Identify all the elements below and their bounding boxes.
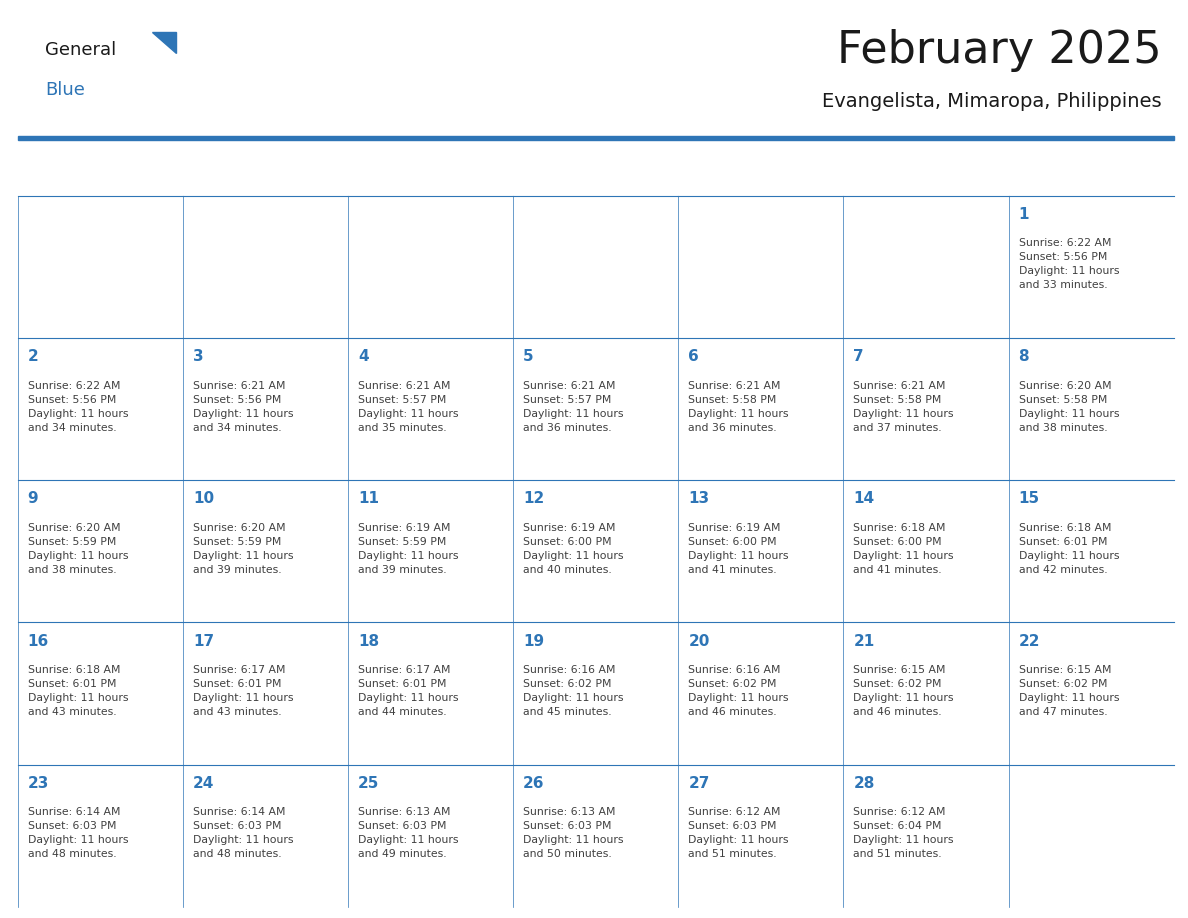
Text: 10: 10	[192, 491, 214, 507]
Text: 20: 20	[688, 633, 709, 649]
Text: Evangelista, Mimaropa, Philippines: Evangelista, Mimaropa, Philippines	[822, 92, 1162, 111]
Text: Sunrise: 6:20 AM
Sunset: 5:59 PM
Daylight: 11 hours
and 38 minutes.: Sunrise: 6:20 AM Sunset: 5:59 PM Dayligh…	[27, 523, 128, 575]
Text: Sunrise: 6:22 AM
Sunset: 5:56 PM
Daylight: 11 hours
and 33 minutes.: Sunrise: 6:22 AM Sunset: 5:56 PM Dayligh…	[1018, 239, 1119, 290]
Text: Sunrise: 6:21 AM
Sunset: 5:57 PM
Daylight: 11 hours
and 35 minutes.: Sunrise: 6:21 AM Sunset: 5:57 PM Dayligh…	[358, 380, 459, 432]
Text: 3: 3	[192, 349, 203, 364]
Text: Sunrise: 6:18 AM
Sunset: 6:01 PM
Daylight: 11 hours
and 42 minutes.: Sunrise: 6:18 AM Sunset: 6:01 PM Dayligh…	[1018, 523, 1119, 575]
Text: Sunrise: 6:20 AM
Sunset: 5:59 PM
Daylight: 11 hours
and 39 minutes.: Sunrise: 6:20 AM Sunset: 5:59 PM Dayligh…	[192, 523, 293, 575]
Text: Thursday: Thursday	[690, 162, 762, 176]
Text: Sunrise: 6:16 AM
Sunset: 6:02 PM
Daylight: 11 hours
and 46 minutes.: Sunrise: 6:16 AM Sunset: 6:02 PM Dayligh…	[688, 665, 789, 717]
Text: 4: 4	[358, 349, 368, 364]
Text: 6: 6	[688, 349, 699, 364]
Text: Sunrise: 6:17 AM
Sunset: 6:01 PM
Daylight: 11 hours
and 43 minutes.: Sunrise: 6:17 AM Sunset: 6:01 PM Dayligh…	[192, 665, 293, 717]
Text: 17: 17	[192, 633, 214, 649]
Text: Sunrise: 6:18 AM
Sunset: 6:00 PM
Daylight: 11 hours
and 41 minutes.: Sunrise: 6:18 AM Sunset: 6:00 PM Dayligh…	[853, 523, 954, 575]
Text: 26: 26	[523, 776, 544, 791]
Text: 9: 9	[27, 491, 38, 507]
Text: 25: 25	[358, 776, 379, 791]
Text: 19: 19	[523, 633, 544, 649]
Text: February 2025: February 2025	[838, 29, 1162, 73]
Text: Sunrise: 6:17 AM
Sunset: 6:01 PM
Daylight: 11 hours
and 44 minutes.: Sunrise: 6:17 AM Sunset: 6:01 PM Dayligh…	[358, 665, 459, 717]
Text: Sunrise: 6:20 AM
Sunset: 5:58 PM
Daylight: 11 hours
and 38 minutes.: Sunrise: 6:20 AM Sunset: 5:58 PM Dayligh…	[1018, 380, 1119, 432]
Text: 16: 16	[27, 633, 49, 649]
Text: 28: 28	[853, 776, 874, 791]
Text: Monday: Monday	[195, 162, 254, 176]
Text: Sunrise: 6:14 AM
Sunset: 6:03 PM
Daylight: 11 hours
and 48 minutes.: Sunrise: 6:14 AM Sunset: 6:03 PM Dayligh…	[192, 808, 293, 859]
Text: Sunrise: 6:21 AM
Sunset: 5:58 PM
Daylight: 11 hours
and 36 minutes.: Sunrise: 6:21 AM Sunset: 5:58 PM Dayligh…	[688, 380, 789, 432]
Text: General: General	[45, 41, 116, 60]
Text: Sunrise: 6:13 AM
Sunset: 6:03 PM
Daylight: 11 hours
and 49 minutes.: Sunrise: 6:13 AM Sunset: 6:03 PM Dayligh…	[358, 808, 459, 859]
Text: 27: 27	[688, 776, 709, 791]
Text: 23: 23	[27, 776, 49, 791]
Text: Friday: Friday	[855, 162, 902, 176]
Text: 13: 13	[688, 491, 709, 507]
Text: Sunrise: 6:21 AM
Sunset: 5:56 PM
Daylight: 11 hours
and 34 minutes.: Sunrise: 6:21 AM Sunset: 5:56 PM Dayligh…	[192, 380, 293, 432]
Text: Sunrise: 6:14 AM
Sunset: 6:03 PM
Daylight: 11 hours
and 48 minutes.: Sunrise: 6:14 AM Sunset: 6:03 PM Dayligh…	[27, 808, 128, 859]
Text: 21: 21	[853, 633, 874, 649]
Text: 7: 7	[853, 349, 864, 364]
Text: Sunrise: 6:15 AM
Sunset: 6:02 PM
Daylight: 11 hours
and 46 minutes.: Sunrise: 6:15 AM Sunset: 6:02 PM Dayligh…	[853, 665, 954, 717]
Text: Sunrise: 6:19 AM
Sunset: 5:59 PM
Daylight: 11 hours
and 39 minutes.: Sunrise: 6:19 AM Sunset: 5:59 PM Dayligh…	[358, 523, 459, 575]
Text: Sunrise: 6:19 AM
Sunset: 6:00 PM
Daylight: 11 hours
and 40 minutes.: Sunrise: 6:19 AM Sunset: 6:00 PM Dayligh…	[523, 523, 624, 575]
Text: 14: 14	[853, 491, 874, 507]
Text: 12: 12	[523, 491, 544, 507]
Text: Sunrise: 6:13 AM
Sunset: 6:03 PM
Daylight: 11 hours
and 50 minutes.: Sunrise: 6:13 AM Sunset: 6:03 PM Dayligh…	[523, 808, 624, 859]
Text: Sunrise: 6:12 AM
Sunset: 6:03 PM
Daylight: 11 hours
and 51 minutes.: Sunrise: 6:12 AM Sunset: 6:03 PM Dayligh…	[688, 808, 789, 859]
Text: Sunrise: 6:22 AM
Sunset: 5:56 PM
Daylight: 11 hours
and 34 minutes.: Sunrise: 6:22 AM Sunset: 5:56 PM Dayligh…	[27, 380, 128, 432]
Text: Sunrise: 6:16 AM
Sunset: 6:02 PM
Daylight: 11 hours
and 45 minutes.: Sunrise: 6:16 AM Sunset: 6:02 PM Dayligh…	[523, 665, 624, 717]
Text: Wednesday: Wednesday	[525, 162, 613, 176]
Text: Tuesday: Tuesday	[360, 162, 422, 176]
Text: Sunrise: 6:21 AM
Sunset: 5:57 PM
Daylight: 11 hours
and 36 minutes.: Sunrise: 6:21 AM Sunset: 5:57 PM Dayligh…	[523, 380, 624, 432]
Text: Sunrise: 6:21 AM
Sunset: 5:58 PM
Daylight: 11 hours
and 37 minutes.: Sunrise: 6:21 AM Sunset: 5:58 PM Dayligh…	[853, 380, 954, 432]
Text: 2: 2	[27, 349, 38, 364]
Text: 5: 5	[523, 349, 533, 364]
Text: 24: 24	[192, 776, 214, 791]
Text: 22: 22	[1018, 633, 1040, 649]
Text: Sunrise: 6:19 AM
Sunset: 6:00 PM
Daylight: 11 hours
and 41 minutes.: Sunrise: 6:19 AM Sunset: 6:00 PM Dayligh…	[688, 523, 789, 575]
Text: 15: 15	[1018, 491, 1040, 507]
Text: Sunrise: 6:18 AM
Sunset: 6:01 PM
Daylight: 11 hours
and 43 minutes.: Sunrise: 6:18 AM Sunset: 6:01 PM Dayligh…	[27, 665, 128, 717]
Text: Sunrise: 6:12 AM
Sunset: 6:04 PM
Daylight: 11 hours
and 51 minutes.: Sunrise: 6:12 AM Sunset: 6:04 PM Dayligh…	[853, 808, 954, 859]
Text: Saturday: Saturday	[1020, 162, 1089, 176]
Text: Sunday: Sunday	[30, 162, 87, 176]
Text: 1: 1	[1018, 207, 1029, 222]
Text: 8: 8	[1018, 349, 1029, 364]
Text: 11: 11	[358, 491, 379, 507]
Text: Sunrise: 6:15 AM
Sunset: 6:02 PM
Daylight: 11 hours
and 47 minutes.: Sunrise: 6:15 AM Sunset: 6:02 PM Dayligh…	[1018, 665, 1119, 717]
Text: Blue: Blue	[45, 81, 86, 99]
Text: 18: 18	[358, 633, 379, 649]
